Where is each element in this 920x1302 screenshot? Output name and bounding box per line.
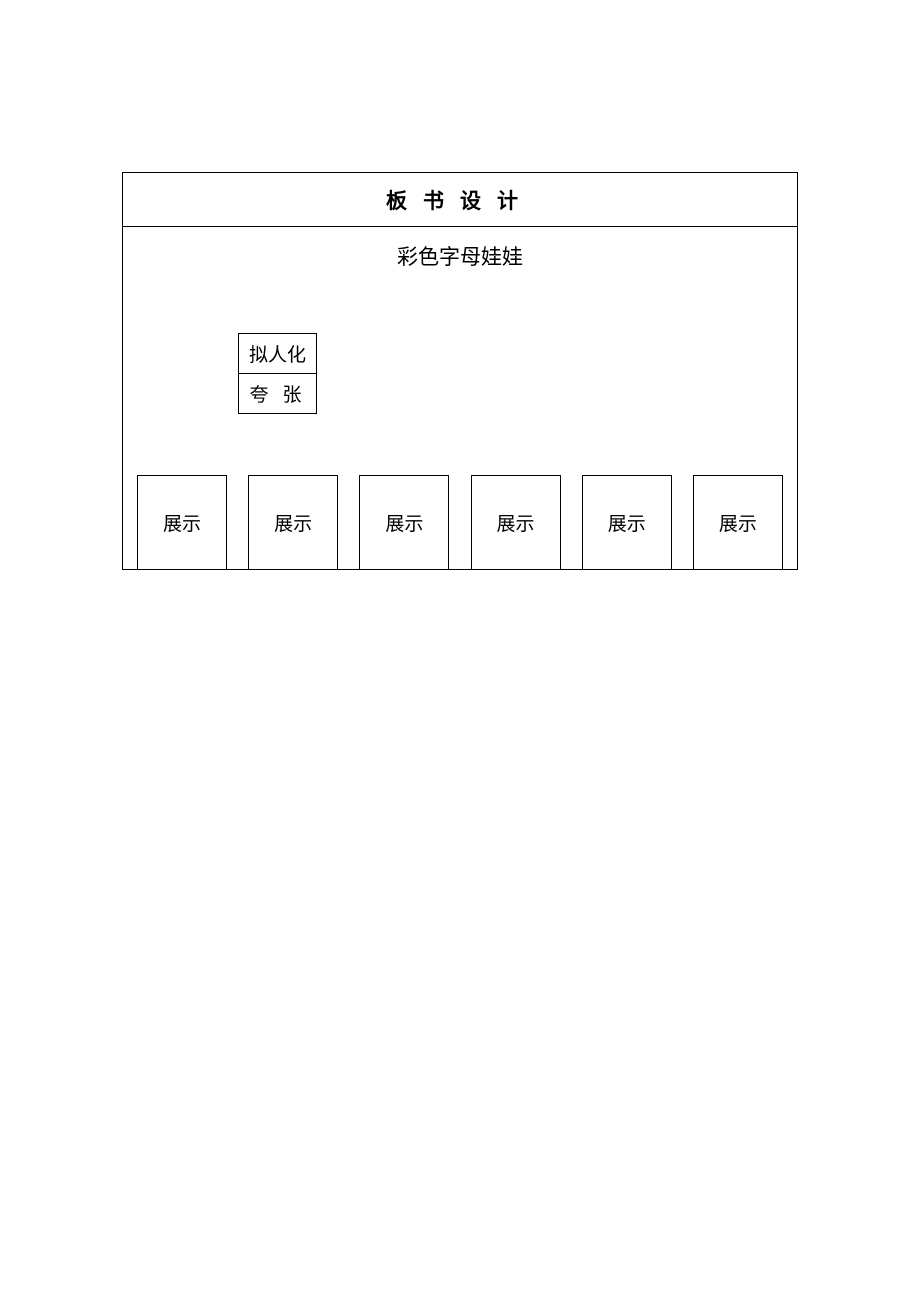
header-title: 板书设计: [386, 185, 534, 215]
board-design-container: 板书设计 彩色字母娃娃 拟人化 夸张 展示 展示 展示 展示 展示 展示: [122, 172, 798, 570]
display-box-5: 展示: [582, 475, 672, 569]
subtitle: 彩色字母娃娃: [123, 241, 797, 271]
display-box-3: 展示: [359, 475, 449, 569]
display-row: 展示 展示 展示 展示 展示 展示: [123, 475, 797, 569]
technique-box-1: 拟人化: [238, 333, 317, 374]
technique-box-2: 夸张: [238, 374, 317, 414]
display-box-4: 展示: [471, 475, 561, 569]
display-box-2: 展示: [248, 475, 338, 569]
display-box-1: 展示: [137, 475, 227, 569]
technique-box-group: 拟人化 夸张: [238, 333, 317, 414]
header-row: 板书设计: [123, 173, 797, 227]
display-box-6: 展示: [693, 475, 783, 569]
